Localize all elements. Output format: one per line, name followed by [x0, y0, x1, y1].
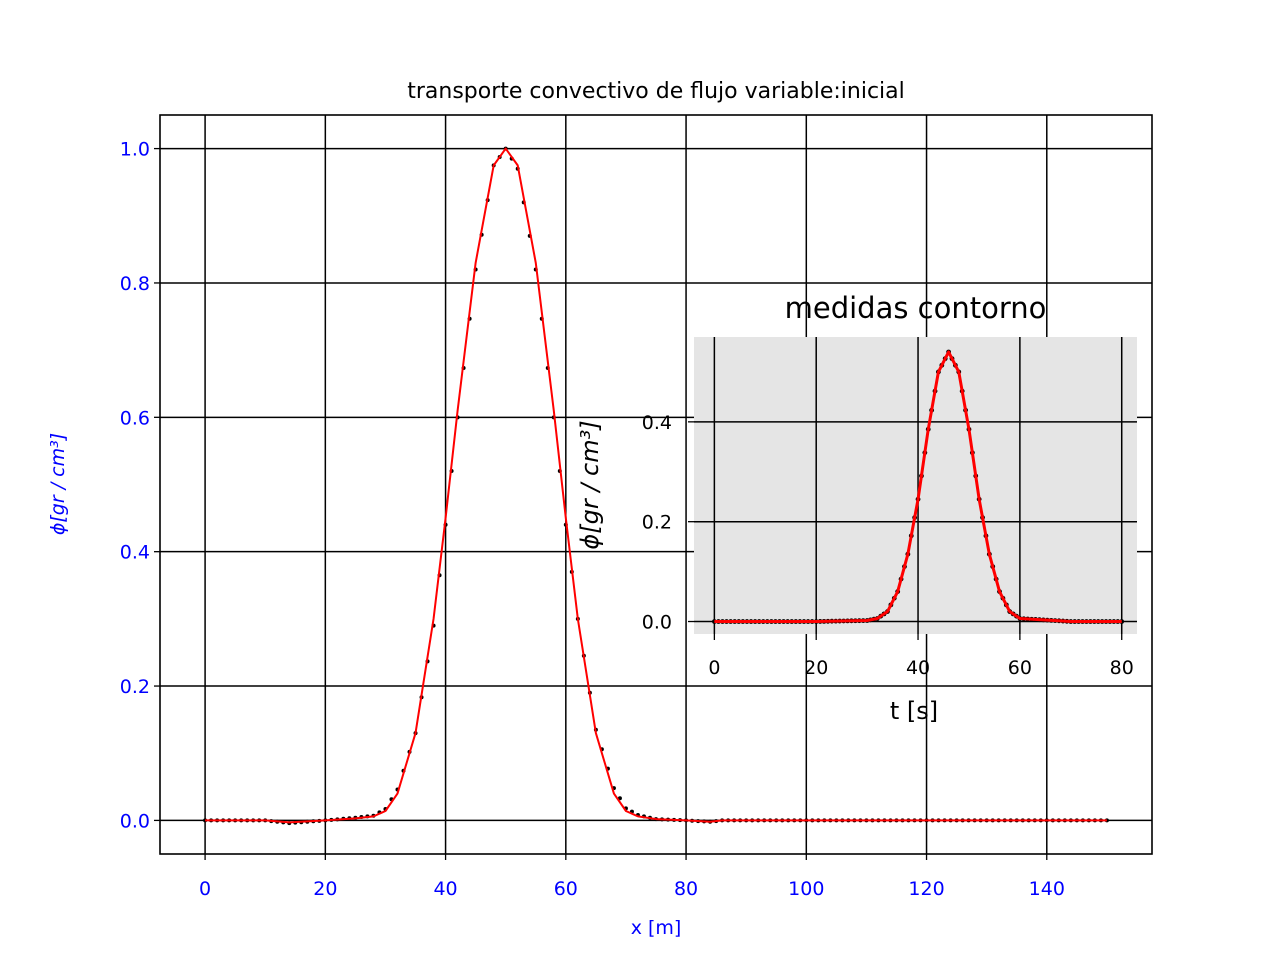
inset-axes: 0 20 40 60 80 0.0 0.2 0.4 medidas contorno t [s] ϕ… [576, 291, 1137, 725]
y-tick-label: 0.4 [642, 412, 672, 434]
x-tick-label: 60 [554, 878, 578, 900]
x-tick-label: 140 [1029, 878, 1065, 900]
axes-frame [159, 114, 1153, 855]
chart-title: medidas contorno [785, 291, 1047, 325]
y-tick-label: 0.0 [642, 612, 672, 634]
x-axis-label: x [m] [631, 917, 682, 939]
x-tick-label: 80 [674, 878, 698, 900]
y-tick-label: 0.0 [120, 810, 150, 832]
x-tick-label: 20 [804, 657, 828, 679]
y-tick-label: 0.6 [120, 407, 150, 429]
y-tick-label: 0.2 [120, 676, 150, 698]
y-tick-label: 0.8 [120, 273, 150, 295]
x-tick-label: 120 [908, 878, 944, 900]
x-tick-label: 40 [433, 878, 457, 900]
x-tick-label: 0 [708, 657, 720, 679]
x-tick-label: 20 [313, 878, 337, 900]
y-axis-label: ϕ[gr / cm³] [47, 433, 69, 535]
x-tick-label: 60 [1008, 657, 1032, 679]
y-axis-label: ϕ[gr / cm³] [576, 420, 604, 549]
series-line [205, 147, 1107, 824]
y-tick-label: 0.2 [642, 512, 672, 534]
x-tick-label: 40 [906, 657, 930, 679]
y-tick-label: 1.0 [120, 139, 150, 161]
x-tick-label: 100 [788, 878, 824, 900]
x-axis-label: t [s] [890, 697, 938, 725]
x-tick-label: 0 [199, 878, 211, 900]
y-tick-label: 0.4 [120, 542, 150, 564]
x-tick-label: 80 [1110, 657, 1134, 679]
plot-area [694, 337, 1137, 634]
series-line [714, 350, 1122, 624]
chart-title: transporte convectivo de flujo variable:… [407, 79, 905, 104]
